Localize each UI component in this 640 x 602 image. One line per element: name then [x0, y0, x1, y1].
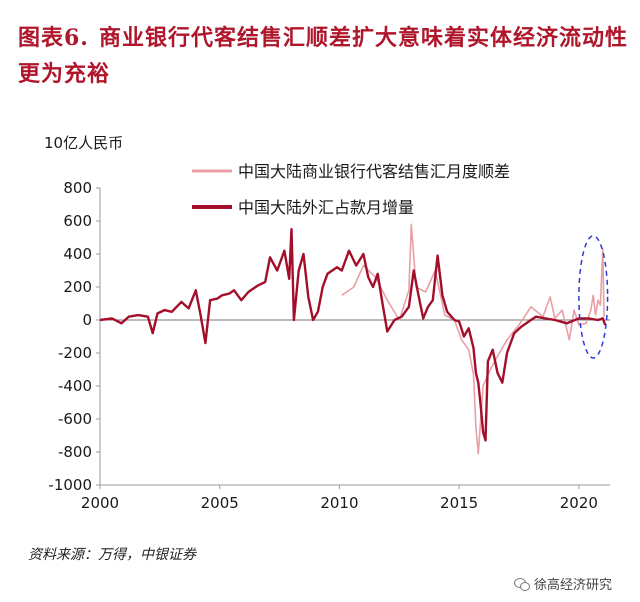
y-tick-label: 200 — [63, 278, 92, 296]
x-tick-label: 2000 — [81, 494, 119, 512]
x-tick-label: 2020 — [560, 494, 598, 512]
source-note: 资料来源：万得，中银证券 — [28, 547, 196, 563]
y-tick-label: -200 — [58, 344, 92, 362]
annotation-ellipse — [578, 235, 609, 359]
y-tick-label: -400 — [58, 377, 92, 395]
y-tick-label: 0 — [82, 311, 92, 329]
legend-label-2: 中国大陆外汇占款月增量 — [238, 198, 414, 217]
chart-title: 图表6. 商业银行代客结售汇顺差扩大意味着实体经济流动性更为充裕 — [18, 20, 628, 92]
x-tick-label: 2015 — [440, 494, 478, 512]
y-tick-label: -600 — [58, 410, 92, 428]
wechat-icon — [514, 577, 530, 591]
y-tick-label: 600 — [63, 212, 92, 230]
y-tick-label: 400 — [63, 245, 92, 263]
y-tick-label: 800 — [63, 179, 92, 197]
y-tick-label: -1000 — [48, 476, 92, 494]
y-tick-label: -800 — [58, 443, 92, 461]
x-tick-label: 2005 — [201, 494, 239, 512]
watermark-text: 徐高经济研究 — [534, 578, 613, 593]
chart-number-label: 图表6. — [18, 25, 89, 51]
chart-title-text: 商业银行代客结售汇顺差扩大意味着实体经济流动性更为充裕 — [18, 25, 628, 87]
series-line-2 — [99, 228, 607, 442]
y-axis-unit-label: 10亿人民币 — [44, 134, 124, 152]
watermark: 徐高经济研究 — [514, 574, 612, 593]
x-tick-label: 2010 — [320, 494, 358, 512]
legend-label-1: 中国大陆商业银行代客结售汇月度顺差 — [238, 162, 510, 181]
series-line-1 — [341, 223, 605, 455]
